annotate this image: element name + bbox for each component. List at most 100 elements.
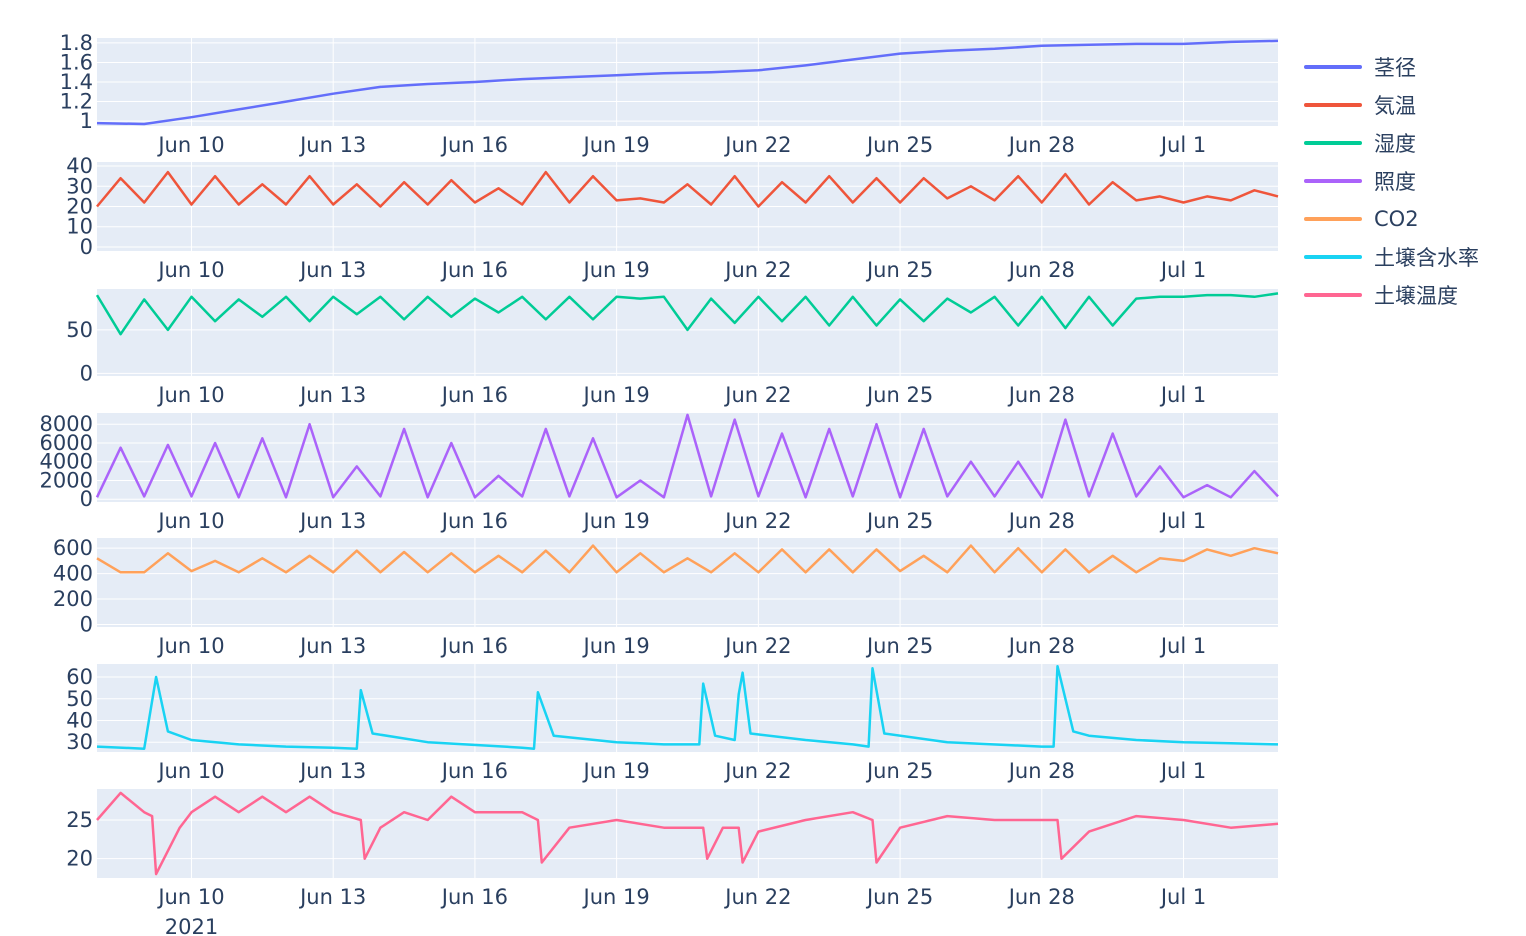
y-tick-label: 60 [66,665,93,689]
legend-label: CO2 [1374,207,1419,231]
legend: 茎径気温湿度照度 CO2 土壌含水率土壌温度 [1304,48,1519,314]
x-tick-label: Jun 22 [723,759,791,783]
x-tick-label: Jun 22 [723,509,791,533]
y-tick-label: 0 [80,361,93,385]
legend-item[interactable]: 照度 [1304,162,1519,200]
legend-swatch [1304,103,1362,107]
y-tick-label: 2000 [40,468,93,492]
series-line-7 [96,791,1279,876]
legend-swatch [1304,293,1362,297]
x-tick-label: Jun 19 [582,885,650,909]
y-tick-label: 10 [66,215,93,239]
legend-label: 気温 [1374,94,1416,118]
legend-item[interactable]: 土壌含水率 [1304,238,1519,276]
x-tick-label: Jun 25 [865,258,933,282]
panel-7: 20 25 Jun 10 Jun 13 Jun 16 Jun 19 Jun 22 Jun 25… [66,789,1279,936]
x-tick-label: Jul 1 [1159,383,1206,407]
x-tick-label: Jun 16 [440,885,508,909]
series-line-6 [96,664,1279,750]
series-line-5 [96,544,1279,574]
x-tick-label: Jun 13 [298,634,366,658]
legend-item[interactable]: 茎径 [1304,48,1519,86]
x-tick-label: Jun 16 [440,258,508,282]
y-tick-label: 20 [66,847,93,871]
x-tick-label: Jun 28 [1007,258,1075,282]
y-tick-label: 50 [66,318,93,342]
x-tick-label: Jul 1 [1159,133,1206,157]
x-tick-label: Jul 1 [1159,509,1206,533]
x-tick-label: Jul 1 [1159,634,1206,658]
x-tick-label: Jun 22 [723,133,791,157]
x-tick-label: Jun 19 [582,258,650,282]
legend-label: 照度 [1374,170,1416,194]
series-line-1 [96,39,1279,126]
y-tick-label: 4000 [40,450,93,474]
x-tick-label: Jun 19 [582,509,650,533]
y-tick-label: 50 [66,687,93,711]
x-tick-label: Jun 22 [723,885,791,909]
x-tick-label: Jun 10 [156,133,224,157]
legend-swatch [1304,179,1362,183]
x-tick-label: Jun 28 [1007,634,1075,658]
panel-3: 0 50 Jun 10 Jun 13 Jun 16 Jun 19 Jun 22 Jun 25 J… [66,289,1279,437]
x-tick-label: Jun 22 [723,258,791,282]
series-line-3 [95,292,1279,336]
legend-swatch [1304,65,1362,69]
x-tick-label: Jun 25 [865,634,933,658]
plot-area [97,538,1278,627]
x-tick-label: Jun 16 [440,133,508,157]
y-tick-label: 1.6 [60,50,93,74]
x-tick-label: Jun 13 [298,133,366,157]
y-tick-label: 0 [80,235,93,259]
x-tick-label: Jun 25 [865,885,933,909]
legend-label: 茎径 [1374,56,1416,80]
legend-item[interactable]: 湿度 [1304,124,1519,162]
x-tick-label: Jun 25 [865,509,933,533]
x-tick-label: Jun 10 [156,759,224,783]
plot-area [97,289,1278,376]
x-tick-label: Jun 10 [156,509,224,533]
x-tick-label: Jun 22 [723,383,791,407]
y-tick-label: 0 [80,612,93,636]
legend-label: 土壌温度 [1374,284,1458,308]
x-tick-label: Jun 19 [582,133,650,157]
x-tick-label: Jun 16 [440,759,508,783]
y-tick-label: 25 [66,808,93,832]
legend-item[interactable]: 気温 [1304,86,1519,124]
x-tick-label: Jul 1 [1159,258,1206,282]
x-tick-label: Jun 16 [440,634,508,658]
x-tick-label: Jun 19 [582,759,650,783]
plot-area [97,413,1278,502]
legend-label: 土壌含水率 [1374,246,1479,270]
x-tick-label: Jun 13 [298,509,366,533]
x-tick-label: Jun 25 [865,383,933,407]
plot-area [97,789,1278,878]
x-tick-label: Jun 10 [156,634,224,658]
x-tick-label: Jun 10 [156,885,224,909]
y-tick-label: 1.8 [60,31,93,55]
legend-item[interactable]: 土壌温度 [1304,276,1519,314]
y-tick-label: 400 [53,562,93,586]
y-tick-label: 40 [66,708,93,732]
x-tick-label: Jun 25 [865,133,933,157]
x-tick-label: Jun 25 [865,759,933,783]
x-tick-label: Jun 28 [1007,509,1075,533]
x-tick-label: Jun 13 [298,759,366,783]
legend-label: 湿度 [1374,132,1416,156]
x-tick-label: Jun 28 [1007,133,1075,157]
y-tick-label: 1.4 [60,70,93,94]
legend-swatch [1304,217,1362,221]
y-tick-label: 30 [66,174,93,198]
y-tick-label: 8000 [40,412,93,436]
series-line-4 [95,413,1279,499]
x-tick-label: Jun 10 [156,258,224,282]
legend-item[interactable]: CO2 [1304,200,1519,238]
x-tick-label: Jun 13 [298,885,366,909]
y-tick-label: 1.2 [60,90,93,114]
legend-swatch [1304,141,1362,145]
x-tick-label: Jun 16 [440,509,508,533]
